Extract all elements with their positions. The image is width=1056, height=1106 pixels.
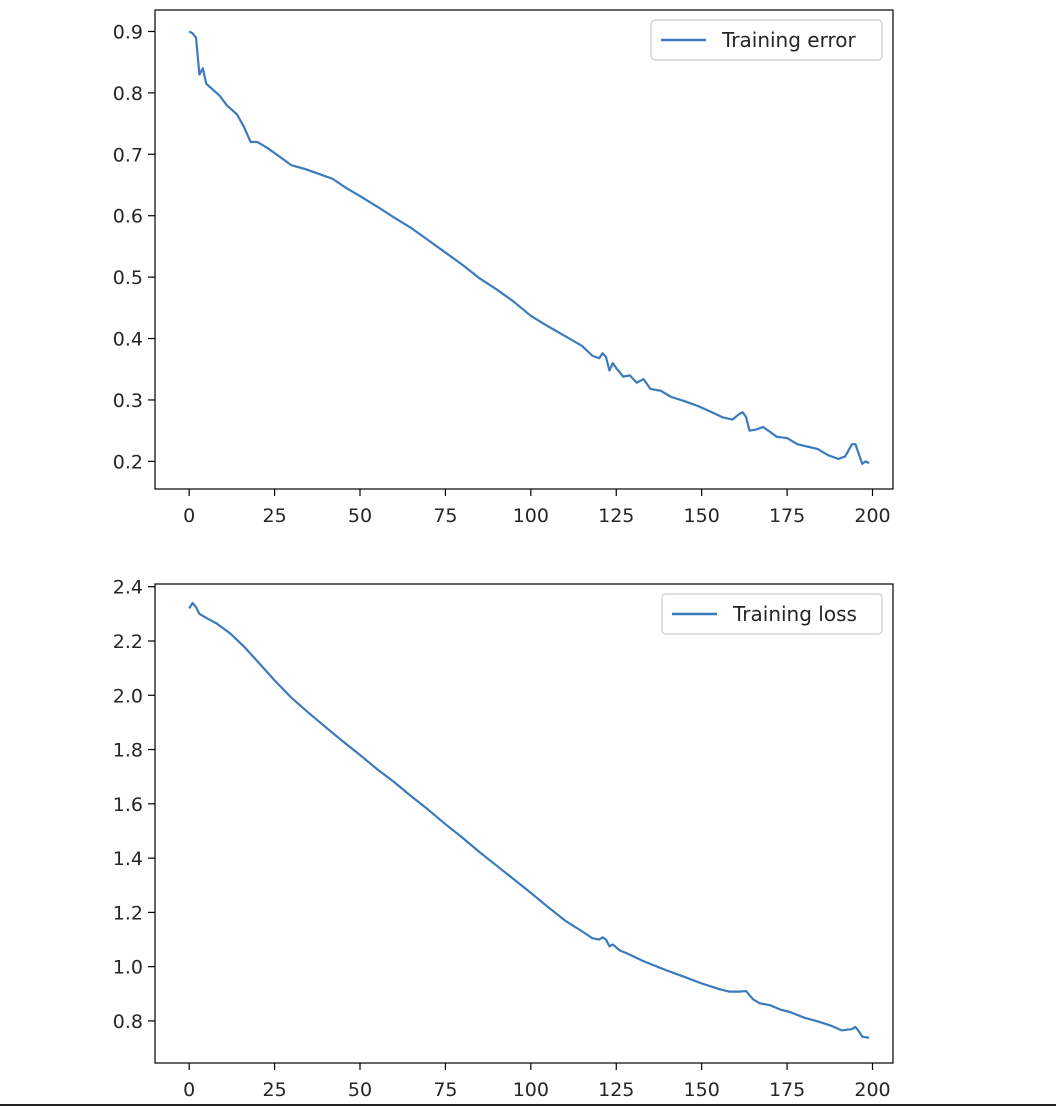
- x-tick-label: 25: [262, 505, 286, 527]
- y-tick-label: 0.5: [113, 267, 143, 289]
- x-tick-label: 25: [262, 1079, 286, 1101]
- y-tick-label: 0.8: [113, 1011, 143, 1033]
- y-tick-label: 1.8: [113, 740, 143, 762]
- series-line-loss: [188, 601, 870, 1039]
- y-tick-label: 2.2: [113, 631, 143, 653]
- y-tick-label: 0.8: [113, 83, 143, 105]
- x-tick-label: 50: [348, 505, 372, 527]
- x-tick-label: 200: [854, 1079, 890, 1101]
- x-tick-label: 200: [854, 505, 890, 527]
- y-tick-label: 1.2: [113, 902, 143, 924]
- chart-panel-loss: 0 25 50 75 100 125 150 175 200 0.8 1.0 1.2 1.4 1.6 1.8…: [113, 577, 894, 1101]
- x-tick-label: 150: [684, 1079, 720, 1101]
- y-tick-label: 0.4: [113, 329, 143, 351]
- y-tick-label: 2.0: [113, 685, 143, 707]
- x-tick-label: 125: [598, 1079, 634, 1101]
- plot-frame-loss: [154, 583, 894, 1064]
- legend-label: Training loss: [732, 602, 857, 626]
- legend-error: Training error: [650, 19, 883, 61]
- x-tick-label: 0: [183, 1079, 195, 1101]
- legend-box: [661, 593, 883, 635]
- series-line-error: [188, 30, 870, 465]
- x-tick-label: 100: [513, 1079, 549, 1101]
- chart-panel-error: 0 25 50 75 100 125 150 175 200 0.2 0.3 0.4 0.5 0.6 0.7…: [113, 9, 894, 527]
- y-tick-label: 0.2: [113, 451, 143, 473]
- x-tick-label: 125: [598, 505, 634, 527]
- y-tick-label: 1.4: [113, 848, 143, 870]
- x-tick-label: 0: [183, 505, 195, 527]
- legend-box: [650, 19, 883, 61]
- y-tick-label: 1.0: [113, 957, 143, 979]
- y-tick-label: 0.3: [113, 390, 143, 412]
- y-tick-label: 1.6: [113, 794, 143, 816]
- x-tick-label: 75: [433, 1079, 457, 1101]
- legend-loss: Training loss: [661, 593, 883, 635]
- x-tick-label: 50: [348, 1079, 372, 1101]
- x-tick-label: 150: [684, 505, 720, 527]
- x-tick-label: 175: [769, 505, 805, 527]
- x-tick-label: 100: [513, 505, 549, 527]
- legend-label: Training error: [721, 28, 856, 52]
- y-tick-label: 0.9: [113, 21, 143, 43]
- y-tick-label: 0.7: [113, 144, 143, 166]
- x-tick-label: 75: [433, 505, 457, 527]
- y-tick-label: 2.4: [113, 577, 143, 599]
- bottom-rule: [0, 1104, 1056, 1106]
- x-tick-label: 175: [769, 1079, 805, 1101]
- y-tick-label: 0.6: [113, 206, 143, 228]
- plot-frame-error: [154, 9, 894, 490]
